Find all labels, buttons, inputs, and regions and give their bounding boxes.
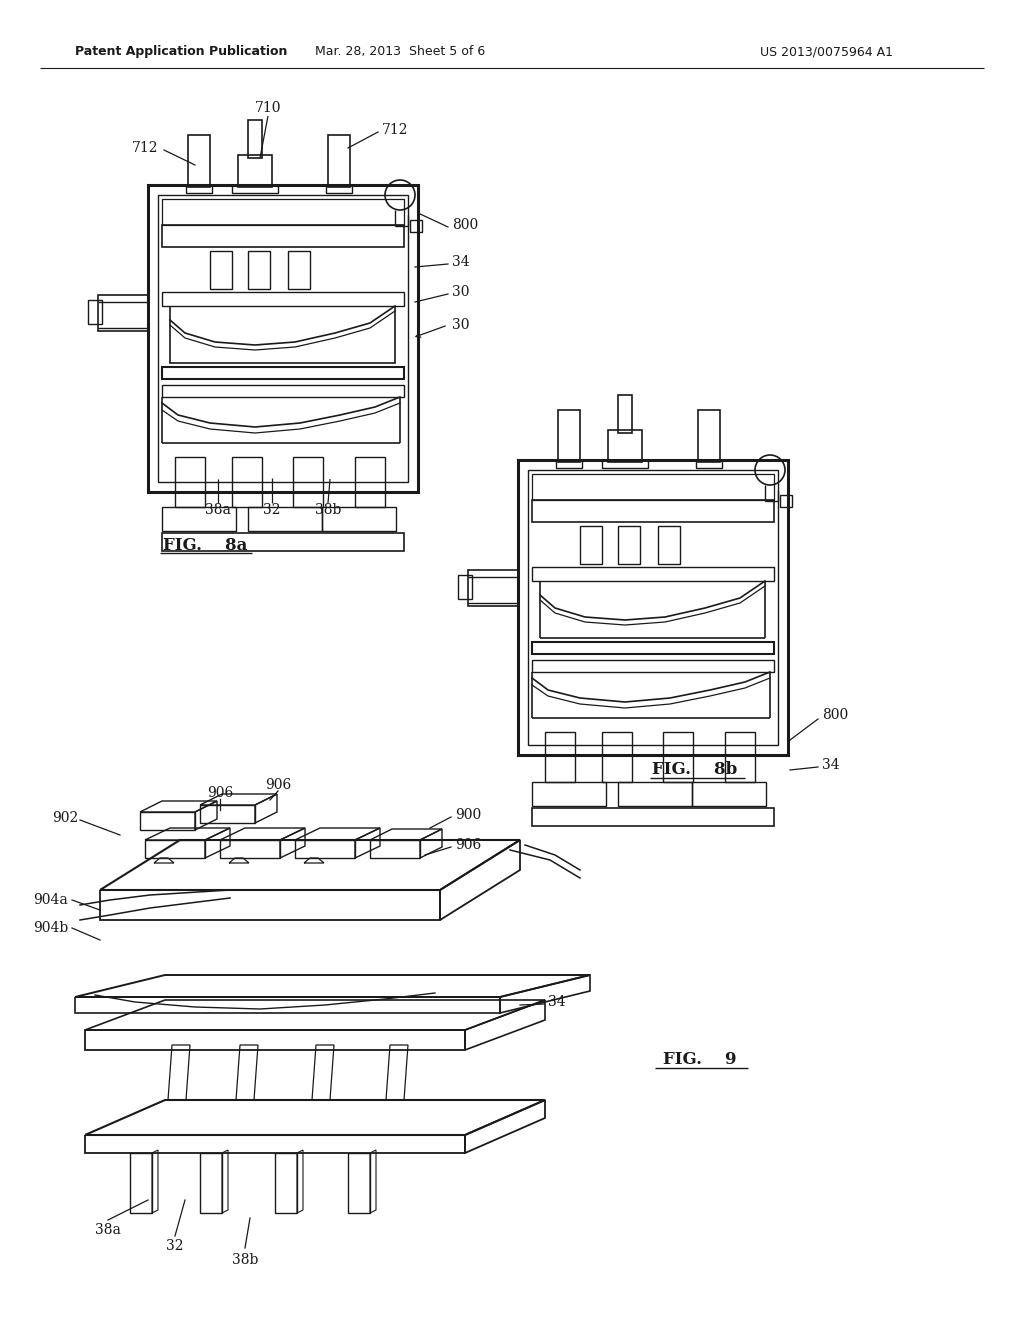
Text: 906: 906 <box>455 838 481 851</box>
Text: FIG.    9: FIG. 9 <box>664 1052 736 1068</box>
Bar <box>293 457 323 507</box>
Bar <box>532 500 774 521</box>
Bar <box>545 733 575 781</box>
Bar <box>468 570 518 606</box>
Bar <box>88 300 102 323</box>
Bar <box>532 808 774 826</box>
Bar <box>326 185 352 193</box>
Text: 38a: 38a <box>95 1224 121 1237</box>
Bar <box>148 185 418 492</box>
Text: 906: 906 <box>207 785 233 800</box>
Bar <box>248 507 322 531</box>
Bar <box>532 781 606 807</box>
Bar <box>532 660 774 672</box>
Bar <box>532 568 774 581</box>
Text: 32: 32 <box>263 503 281 517</box>
Bar <box>186 185 212 193</box>
Text: 904b: 904b <box>33 921 68 935</box>
Text: 902: 902 <box>52 810 78 825</box>
Bar <box>558 411 580 462</box>
Bar <box>130 1152 152 1213</box>
Text: 800: 800 <box>822 708 848 722</box>
Bar <box>328 135 350 187</box>
Text: 34: 34 <box>452 255 470 269</box>
Text: 30: 30 <box>452 318 469 333</box>
Bar <box>288 251 310 289</box>
Bar <box>85 1030 465 1049</box>
Text: 38b: 38b <box>314 503 341 517</box>
Text: Patent Application Publication: Patent Application Publication <box>75 45 288 58</box>
Bar <box>458 576 472 599</box>
Bar <box>232 185 278 193</box>
Bar <box>348 1152 370 1213</box>
Bar <box>98 294 148 331</box>
Bar <box>162 367 404 379</box>
Text: 904a: 904a <box>33 894 68 907</box>
Text: 800: 800 <box>452 218 478 232</box>
Text: 34: 34 <box>822 758 840 772</box>
Bar <box>608 430 642 462</box>
Bar <box>658 525 680 564</box>
Bar <box>602 733 632 781</box>
Bar <box>238 154 272 187</box>
Bar <box>162 385 404 397</box>
Bar <box>602 459 648 469</box>
Bar <box>158 195 408 482</box>
Text: 900: 900 <box>455 808 481 822</box>
Text: 32: 32 <box>166 1239 183 1253</box>
Bar <box>248 251 270 289</box>
Text: Mar. 28, 2013  Sheet 5 of 6: Mar. 28, 2013 Sheet 5 of 6 <box>314 45 485 58</box>
Bar <box>188 135 210 187</box>
Bar <box>618 525 640 564</box>
Bar <box>698 411 720 462</box>
Text: 712: 712 <box>382 123 409 137</box>
Bar <box>232 457 262 507</box>
Bar <box>780 495 792 507</box>
Bar <box>322 507 396 531</box>
Bar <box>162 224 404 247</box>
Text: 712: 712 <box>131 141 158 154</box>
Bar <box>518 459 788 755</box>
Bar <box>410 220 422 232</box>
Bar <box>162 292 404 306</box>
Bar <box>248 120 262 158</box>
Bar <box>663 733 693 781</box>
Bar <box>355 457 385 507</box>
Text: 30: 30 <box>452 285 469 300</box>
Text: 38a: 38a <box>205 503 231 517</box>
Bar <box>532 642 774 653</box>
Bar <box>556 459 582 469</box>
Text: FIG.    8b: FIG. 8b <box>652 762 737 779</box>
Bar <box>618 395 632 433</box>
Text: 38b: 38b <box>231 1253 258 1267</box>
Bar <box>618 781 692 807</box>
Bar <box>580 525 602 564</box>
Text: 710: 710 <box>255 102 282 115</box>
Bar <box>200 1152 222 1213</box>
Bar <box>725 733 755 781</box>
Bar <box>162 507 236 531</box>
Bar <box>175 457 205 507</box>
Bar <box>210 251 232 289</box>
Text: 34: 34 <box>548 995 565 1008</box>
Text: FIG.    8a: FIG. 8a <box>163 536 247 553</box>
Text: 906: 906 <box>265 777 291 792</box>
Bar <box>162 199 404 224</box>
Bar <box>528 470 778 744</box>
Bar <box>532 474 774 500</box>
Text: US 2013/0075964 A1: US 2013/0075964 A1 <box>760 45 893 58</box>
Bar <box>162 533 404 550</box>
Bar <box>692 781 766 807</box>
Bar <box>696 459 722 469</box>
Bar <box>275 1152 297 1213</box>
